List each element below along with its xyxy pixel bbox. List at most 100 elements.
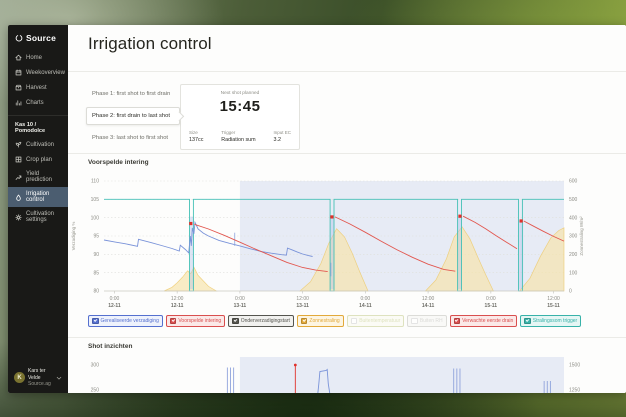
next-shot-card: Next shot planned 15:45 Size 137cc Trigger… [180,84,300,150]
legend-checkbox[interactable] [411,317,418,324]
phase-option[interactable]: Phase 3: last shot to first shot [92,135,169,141]
legend-label: Gerealiseerde verzadiging [100,317,159,324]
legend-label: Onderverzadigingstart [240,317,290,324]
sidebar-item-label: Harvest [26,84,47,91]
shot-event-bar [330,216,335,290]
x-tick-time: 12:00 [296,296,309,302]
sidebar: Source Home Weekoverview Harvest Charts Kas… [8,25,68,393]
sidebar-item-cultivation[interactable]: Cultivation [8,137,68,152]
legend-item[interactable]: Buitentemperatuur [346,315,405,327]
legend-item[interactable]: Voorspelde intering [165,315,226,327]
source-logo-icon-slot [15,34,23,42]
sidebar-item-weekoverview[interactable]: Weekoverview [8,65,68,80]
sidebar-item-label: Yield prediction [26,171,53,183]
x-tick-date: 13-11 [296,303,309,309]
legend-label: Voorspelde intering [178,317,222,324]
legend-checkbox[interactable] [453,317,461,324]
sidebar-item-harvest[interactable]: Harvest [8,80,68,95]
home-icon [15,54,22,61]
y-tick-left: 105 [91,197,100,203]
detail-label: Trigger [221,130,236,135]
shot-event-bar [457,216,462,290]
sidebar-item-label: Crop plan [26,156,53,163]
user-org: Source.ag [28,380,51,387]
y-tick-right: 600 [569,179,578,185]
legend-checkbox[interactable] [300,317,308,324]
legend-checkbox[interactable] [350,317,358,324]
x-tick-time: 12:00 [547,296,560,302]
sidebar-item-yield-prediction[interactable]: Yield prediction [8,167,68,187]
y-axis-label-left: Verzadiging % [71,222,76,251]
shot-profile [317,368,331,393]
y-tick-right: 500 [569,197,578,203]
legend: Gerealiseerde verzadiging Voorspelde inte… [88,315,620,327]
x-tick-time: 12:00 [422,296,435,302]
y-tick-left: 95 [93,234,99,240]
charts-icon [15,100,22,106]
y-tick-left: 110 [91,179,99,185]
sidebar-item-label: Charts [26,99,44,106]
legend-checkbox[interactable] [92,317,99,324]
legend-item[interactable]: Gerealiseerde verzadiging [88,315,163,327]
sidebar-item-label: Cultivation settings [26,211,55,223]
legend-item[interactable]: Stralingssom trigger [520,315,582,327]
y-tick-right: 1250 [569,388,580,393]
phase-option[interactable]: Phase 1: first shot to first drain [92,91,171,97]
y-tick-left: 250 [91,388,100,393]
radiation-area [518,227,565,292]
predicted-intering-line [523,220,565,242]
legend-item[interactable]: Verwachte eerste drain [449,315,518,327]
realized-saturation-line [103,220,313,257]
source-logo-icon [15,35,23,42]
sidebar-item-charts[interactable]: Charts [8,95,68,110]
y-tick-right: 100 [569,270,578,276]
legend-label: Buiten RH [419,317,443,324]
detail-label: Size [189,130,198,135]
legend-item[interactable]: Onderverzadigingstart [228,315,294,327]
legend-item[interactable]: Buiten RH [407,315,447,327]
user-menu[interactable]: K Kars ter Velde Source.ag [8,368,68,387]
user-name: Kars ter Velde [28,368,46,381]
sidebar-item-cultivation-settings[interactable]: Cultivation settings [8,207,68,227]
sidebar-item-home[interactable]: Home [8,50,68,65]
x-tick-date: 15-11 [547,303,560,309]
phase-option[interactable]: Phase 2: first drain to last shot [86,107,180,125]
predicted-intering-line [334,216,456,272]
harvest-icon [15,84,22,91]
sidebar-item-label: Weekoverview [26,69,65,76]
radiation-area [163,266,218,292]
y-tick-left: 300 [91,363,100,369]
source-logo[interactable]: Source [8,25,68,50]
y-tick-right: 0 [569,289,572,295]
next-shot-details: Size 137cc Trigger Radiation sum Input EC 3.2 [189,130,291,143]
phase-list: Phase 1: first shot to first drain Phase … [86,85,180,151]
legend-checkbox[interactable] [524,317,531,324]
next-shot-dot [293,363,297,367]
expected-drain-marker [330,215,334,219]
sidebar-item-irrigation-control[interactable]: Irrigation control [8,187,68,207]
x-tick-date: 15-11 [485,303,498,309]
legend-label: Zonnestraling [309,317,340,324]
legend-label: Stralingssom trigger [532,317,578,324]
legend-label: Verwachte eerste drain [462,317,514,324]
cultivation-icon [15,141,22,148]
legend-label: Buitentemperatuur [359,317,401,324]
x-tick-time: 0:00 [235,296,245,302]
app-window: Source Home Weekoverview Harvest Charts Kas… [8,25,626,393]
legend-item[interactable]: Zonnestraling [296,315,344,327]
next-shot-detail: Input EC 3.2 [273,130,291,143]
section-divider-2 [68,337,626,338]
voorspelde-intering-chart: 0:0012-1112:0012-110:0013-1112:0013-110:… [71,179,584,309]
legend-checkbox[interactable] [232,317,239,324]
section-divider-1 [68,153,626,154]
x-tick-date: 14-11 [359,303,372,309]
y-tick-left: 90 [93,252,99,258]
header-divider [68,71,626,72]
sidebar-nav-secondary: Cultivation Crop plan Yield prediction Irri… [8,137,68,227]
shot-event-bar [519,220,524,290]
x-tick-time: 12:00 [171,296,184,302]
x-tick-date: 14-11 [422,303,435,309]
sidebar-item-crop-plan[interactable]: Crop plan [8,152,68,167]
legend-checkbox[interactable] [169,317,177,324]
settings-icon [15,213,22,221]
